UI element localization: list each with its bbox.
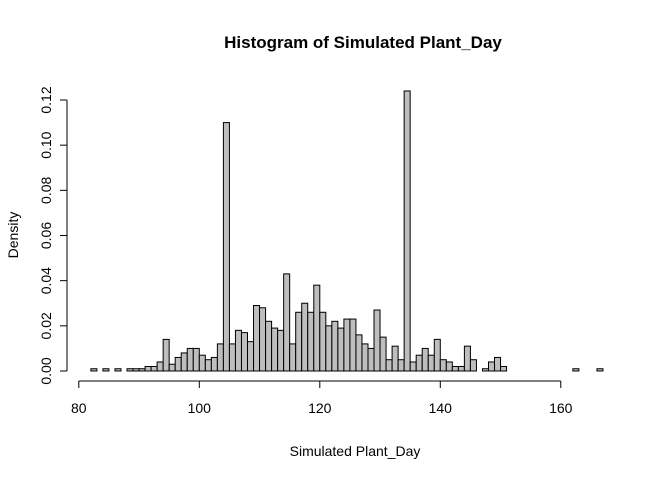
- histogram-bar: [313, 284, 321, 372]
- histogram-bar: [102, 368, 110, 372]
- histogram-bar: [253, 305, 261, 372]
- histogram-bar: [265, 320, 273, 372]
- histogram-bar: [259, 307, 267, 372]
- histogram-bar: [132, 368, 140, 372]
- histogram-bar: [433, 338, 441, 372]
- histogram-bar: [240, 332, 248, 372]
- chart-title: Histogram of Simulated Plant_Day: [224, 33, 502, 52]
- histogram-bar: [361, 343, 369, 372]
- histogram-bar: [114, 368, 122, 372]
- histogram-bar: [445, 361, 453, 372]
- histogram-bar: [331, 320, 339, 372]
- histogram-bar: [409, 361, 417, 372]
- x-tick-label: 120: [308, 400, 332, 416]
- histogram-bar: [572, 368, 580, 372]
- histogram-bar: [150, 365, 158, 372]
- histogram-bar: [186, 347, 194, 372]
- histogram-bar: [319, 311, 327, 372]
- x-tick-label: 100: [188, 400, 212, 416]
- x-tick-label: 140: [429, 400, 453, 416]
- histogram-bar: [180, 352, 188, 372]
- histogram-bar: [403, 90, 411, 372]
- y-tick-label: 0.02: [38, 312, 54, 339]
- histogram-bar: [391, 345, 399, 372]
- x-tick-label: 80: [71, 400, 87, 416]
- histogram-bar: [198, 354, 206, 372]
- histogram-bar: [457, 365, 465, 372]
- histogram-bar: [596, 368, 604, 372]
- histogram-bar: [271, 327, 279, 372]
- histogram-bar: [234, 329, 242, 372]
- histogram-bars: [90, 90, 604, 372]
- histogram-bar: [494, 356, 502, 372]
- histogram-bar: [487, 361, 496, 372]
- histogram-bar: [451, 365, 459, 372]
- histogram-bar: [367, 347, 375, 372]
- histogram-bar: [421, 347, 429, 372]
- histogram-bar: [349, 318, 357, 372]
- histogram-bar: [301, 302, 309, 372]
- histogram-bar: [283, 273, 291, 372]
- histogram-bar: [427, 354, 435, 372]
- x-tick-label: 160: [549, 400, 573, 416]
- histogram-bar: [168, 363, 176, 372]
- histogram-bar: [90, 368, 98, 372]
- histogram-bar: [355, 334, 363, 372]
- histogram-bar: [307, 311, 315, 372]
- histogram-bar: [192, 347, 200, 372]
- histogram-bar: [500, 365, 508, 372]
- histogram-bar: [463, 345, 471, 372]
- histogram-bar: [162, 338, 170, 372]
- y-tick-label: 0.08: [38, 176, 54, 203]
- histogram-bar: [337, 327, 345, 372]
- histogram-bar: [481, 368, 489, 372]
- histogram-bar: [144, 365, 152, 372]
- histogram-bar: [325, 325, 333, 372]
- histogram-bar: [204, 359, 212, 372]
- histogram-bar: [415, 354, 423, 372]
- histogram-bar: [216, 343, 224, 372]
- histogram-bar: [126, 368, 134, 372]
- histogram-bar: [397, 359, 405, 372]
- histogram-bar: [247, 341, 255, 372]
- y-axis-label: Density: [5, 212, 21, 259]
- histogram-bar: [277, 329, 285, 372]
- y-tick-label: 0.06: [38, 222, 54, 249]
- y-axis: 0.00 0.02 0.04 0.06 0.08 0.10 0.12: [38, 86, 68, 385]
- y-tick-label: 0.00: [38, 357, 54, 384]
- histogram-bar: [385, 359, 393, 372]
- y-tick-label: 0.10: [38, 131, 54, 158]
- y-tick-label: 0.04: [38, 267, 54, 294]
- histogram-bar: [289, 343, 297, 372]
- histogram-bar: [174, 356, 182, 372]
- histogram-bar: [469, 359, 477, 372]
- x-axis: 80 100 120 140 160: [71, 380, 573, 416]
- histogram-bar: [210, 356, 218, 372]
- histogram-bar: [379, 336, 387, 372]
- histogram-bar: [228, 343, 236, 372]
- histogram-bar: [156, 361, 164, 372]
- histogram-bar: [222, 122, 230, 372]
- histogram-bar: [343, 318, 351, 372]
- x-axis-label: Simulated Plant_Day: [290, 443, 421, 459]
- histogram-bar: [138, 368, 146, 372]
- histogram-bar: [295, 311, 303, 372]
- y-tick-label: 0.12: [38, 86, 54, 113]
- histogram-bar: [373, 309, 381, 372]
- histogram-bar: [439, 359, 447, 372]
